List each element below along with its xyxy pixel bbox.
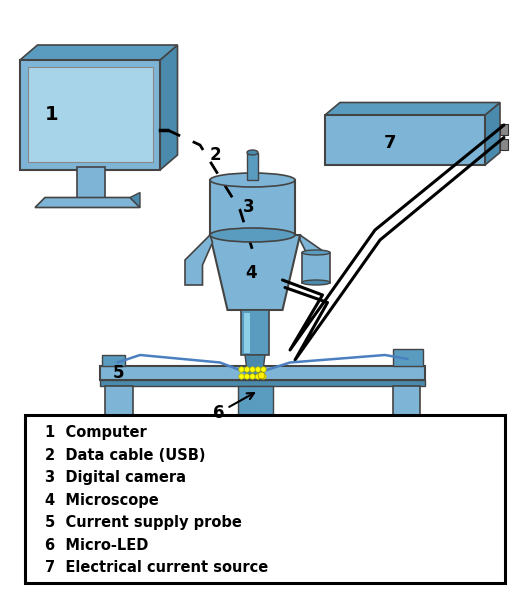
Circle shape [239, 373, 244, 379]
Bar [205, 437, 305, 464]
Polygon shape [245, 355, 265, 375]
Bar [302, 253, 330, 283]
Polygon shape [130, 192, 140, 208]
Bar [100, 366, 425, 380]
Bar [500, 139, 508, 150]
Polygon shape [160, 45, 178, 170]
Circle shape [255, 373, 261, 379]
Ellipse shape [240, 461, 270, 468]
Bar [500, 124, 508, 135]
Circle shape [239, 367, 244, 372]
Text: 2: 2 [210, 146, 222, 164]
Bar [247, 152, 258, 180]
Bar [393, 386, 420, 426]
Bar [240, 450, 270, 464]
Circle shape [250, 367, 255, 372]
Bar [77, 168, 105, 198]
Bar [325, 115, 485, 165]
Text: 6  Micro-LED: 6 Micro-LED [45, 537, 149, 552]
Text: 1: 1 [45, 105, 58, 124]
Text: 5: 5 [112, 363, 124, 382]
Bar [210, 180, 295, 235]
Polygon shape [485, 103, 500, 165]
Text: 1  Computer: 1 Computer [45, 425, 147, 440]
Ellipse shape [210, 228, 295, 242]
Ellipse shape [210, 173, 295, 187]
Text: 2  Data cable (USB): 2 Data cable (USB) [45, 447, 206, 463]
Bar [25, 415, 505, 582]
Bar [102, 355, 125, 366]
Polygon shape [35, 198, 140, 208]
Polygon shape [205, 464, 305, 472]
Circle shape [244, 367, 250, 372]
Circle shape [261, 367, 266, 372]
Polygon shape [20, 45, 178, 60]
Circle shape [250, 373, 255, 379]
Polygon shape [100, 380, 425, 386]
Polygon shape [185, 235, 212, 285]
Polygon shape [210, 235, 300, 310]
Ellipse shape [302, 250, 330, 255]
Circle shape [255, 367, 261, 372]
Text: 3: 3 [242, 198, 254, 217]
Bar [105, 426, 393, 437]
Bar [393, 349, 423, 366]
Ellipse shape [302, 280, 330, 285]
Text: 4: 4 [245, 264, 257, 281]
Text: 3  Digital camera: 3 Digital camera [45, 470, 186, 485]
Bar [20, 60, 160, 170]
Text: 5  Current supply probe: 5 Current supply probe [45, 515, 242, 530]
Polygon shape [300, 235, 325, 283]
Text: 4  Microscope: 4 Microscope [45, 493, 159, 507]
Polygon shape [325, 103, 500, 115]
Bar [244, 313, 250, 352]
Ellipse shape [247, 150, 258, 155]
Circle shape [258, 372, 265, 379]
Bar [241, 310, 269, 355]
Circle shape [261, 373, 266, 379]
Bar [238, 386, 272, 426]
Text: 7: 7 [384, 133, 396, 152]
Bar [27, 67, 152, 162]
Circle shape [244, 373, 250, 379]
Text: 7  Electrical current source: 7 Electrical current source [45, 560, 268, 575]
Text: 6: 6 [212, 393, 254, 422]
Bar [105, 386, 132, 426]
